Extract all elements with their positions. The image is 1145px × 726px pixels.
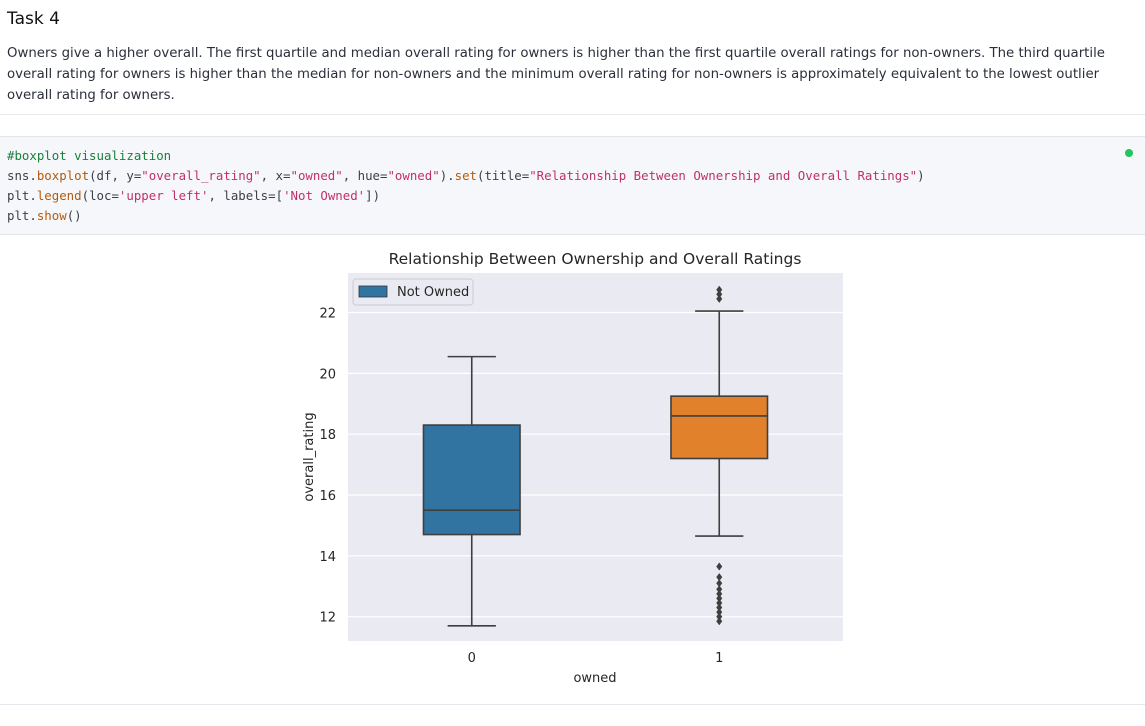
x-axis-label: owned [573,671,616,686]
y-axis-label: overall_rating [302,412,317,501]
y-tick-label: 22 [319,307,336,322]
plot-background [348,273,843,641]
chart-title: Relationship Between Ownership and Overa… [389,250,802,268]
cell-divider-bottom [0,704,1145,705]
outlier-point [716,285,723,294]
task-description: Owners give a higher overall. The first … [7,46,1105,103]
outlier-point [716,612,723,621]
x-tick-label: 0 [468,651,476,666]
cell-status-indicator [1125,149,1133,157]
code-cell[interactable]: #boxplot visualization sns.boxplot(df, y… [0,136,1145,235]
code-comment: #boxplot visualization [7,148,172,163]
y-tick-label: 18 [319,428,336,443]
box-1 [670,285,769,626]
legend-swatch [358,285,388,298]
outlier-point [716,617,723,626]
outlier-point [716,603,723,612]
legend-frame [352,278,474,306]
outlier-point [716,290,723,299]
x-tick-label: 1 [715,651,723,666]
legend-label: Not Owned [397,285,469,300]
legend: Not Owned [352,278,474,306]
outlier-point [716,598,723,607]
outlier-point [716,589,723,598]
box-group [422,285,769,627]
y-tick-label: 16 [319,489,336,504]
markdown-cell: Task 4 Owners give a higher overall. The… [0,0,1145,114]
code-editor[interactable]: #boxplot visualization sns.boxplot(df, y… [7,148,925,223]
outlier-point [716,608,723,617]
task-heading: Task 4 [7,9,60,29]
y-tick-label: 12 [319,611,336,626]
outlier-point [716,585,723,594]
iqr-box [670,395,769,460]
outlier-point [716,294,723,303]
box-0 [422,355,521,627]
iqr-box [422,424,521,536]
outlier-point [716,573,723,582]
y-tick-label: 20 [319,367,336,382]
outlier-point [716,579,723,588]
y-tick-label: 14 [319,550,336,565]
cell-divider [0,114,1145,115]
outlier-point [716,594,723,603]
y-ticks: 12 14 16 18 20 22 [319,307,336,626]
outlier-point [716,562,723,571]
